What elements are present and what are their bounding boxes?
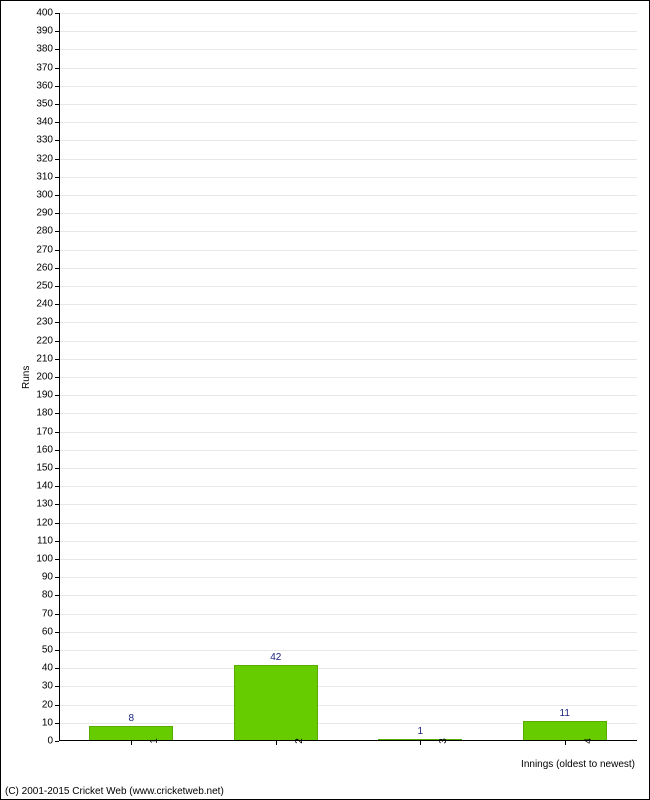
grid-line [59,523,637,524]
grid-line [59,541,637,542]
grid-line [59,559,637,560]
y-tick-label: 180 [36,408,59,419]
y-tick-label: 300 [36,190,59,201]
y-tick-label: 50 [42,645,59,656]
y-tick-label: 220 [36,335,59,346]
grid-line [59,322,637,323]
y-axis-label: Runs [21,366,32,389]
y-tick-label: 390 [36,26,59,37]
bar-value-label: 42 [270,652,281,663]
y-tick-label: 140 [36,481,59,492]
x-axis [59,740,637,741]
grid-line [59,268,637,269]
grid-line [59,213,637,214]
bar-value-label: 11 [560,708,570,719]
y-tick-label: 260 [36,262,59,273]
grid-line [59,668,637,669]
y-tick-label: 70 [42,608,59,619]
grid-line [59,413,637,414]
y-tick-label: 290 [36,208,59,219]
x-axis-label: Innings (oldest to newest) [521,759,635,770]
grid-line [59,432,637,433]
grid-line [59,468,637,469]
y-tick-label: 170 [36,426,59,437]
y-tick-label: 110 [37,535,59,546]
grid-line [59,231,637,232]
grid-line [59,377,637,378]
grid-line [59,686,637,687]
y-tick-label: 0 [47,736,59,747]
y-axis [59,13,60,741]
grid-line [59,650,637,651]
grid-line [59,395,637,396]
grid-line [59,140,637,141]
y-tick-label: 10 [42,717,59,728]
y-tick-label: 350 [36,99,59,110]
y-tick-label: 40 [42,663,59,674]
y-tick-label: 160 [36,444,59,455]
grid-line [59,632,637,633]
grid-line [59,250,637,251]
bar [234,665,318,741]
grid-line [59,13,637,14]
y-tick-label: 90 [42,572,59,583]
y-tick-label: 280 [36,226,59,237]
y-tick-label: 30 [42,681,59,692]
y-tick-label: 200 [36,372,59,383]
y-tick-label: 230 [36,317,59,328]
grid-line [59,195,637,196]
chart-canvas: 0 10 20 30 40 50 60 70 80 90 100 110 120 130 140 150 160… [0,0,650,800]
grid-line [59,595,637,596]
grid-line [59,286,637,287]
y-tick-label: 370 [36,62,59,73]
y-tick-label: 380 [36,44,59,55]
y-tick-label: 400 [36,8,59,19]
y-tick-label: 330 [36,135,59,146]
y-tick-label: 340 [36,117,59,128]
y-tick-label: 80 [42,590,59,601]
grid-line [59,177,637,178]
grid-line [59,504,637,505]
y-tick-label: 60 [42,626,59,637]
y-tick-label: 270 [36,244,59,255]
grid-line [59,49,637,50]
plot-area: 0102030405060708090100110120130140150160… [59,13,637,741]
bar-value-label: 1 [417,726,423,737]
grid-line [59,68,637,69]
y-tick-label: 250 [36,281,59,292]
grid-line [59,614,637,615]
grid-line [59,486,637,487]
y-tick-label: 120 [36,517,59,528]
y-tick-label: 310 [36,171,59,182]
grid-line [59,705,637,706]
y-tick-label: 130 [36,499,59,510]
grid-line [59,122,637,123]
grid-line [59,359,637,360]
y-tick-label: 150 [36,463,59,474]
grid-line [59,304,637,305]
grid-line [59,31,637,32]
y-tick-label: 100 [36,554,59,565]
y-tick-label: 190 [36,390,59,401]
grid-line [59,159,637,160]
y-tick-label: 210 [36,353,59,364]
y-tick-label: 20 [42,699,59,710]
bar-value-label: 8 [128,713,134,724]
grid-line [59,86,637,87]
y-tick-label: 240 [36,299,59,310]
y-tick-label: 320 [36,153,59,164]
grid-line [59,104,637,105]
grid-line [59,577,637,578]
grid-line [59,341,637,342]
y-tick-label: 360 [36,80,59,91]
grid-line [59,450,637,451]
copyright-footer: (C) 2001-2015 Cricket Web (www.cricketwe… [5,786,224,797]
